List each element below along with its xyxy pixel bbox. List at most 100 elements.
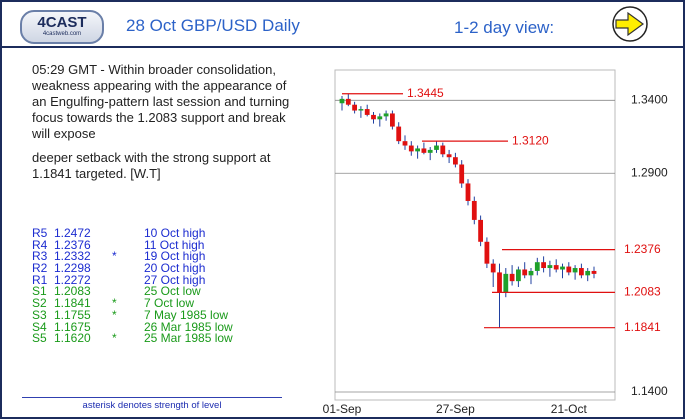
candle-body <box>566 266 572 273</box>
candle-body <box>459 164 465 184</box>
candle-body <box>572 268 578 273</box>
level-price: 1.2472 <box>54 226 91 240</box>
candle-body <box>579 268 584 276</box>
candle-body <box>497 272 502 293</box>
level-row: R2 1.2298 20 Oct high <box>32 261 292 276</box>
level-row: S4 1.1675 26 Mar 1985 low <box>32 319 292 334</box>
level-level: S1 <box>32 284 47 299</box>
level-star: * <box>112 249 117 264</box>
level-note: 7 May 1985 low <box>144 307 229 322</box>
candle-body <box>541 262 546 269</box>
level-row: S1 1.2083 25 Oct low <box>32 286 292 298</box>
commentary: 05:29 GMT - Within broader consolidation… <box>32 62 294 190</box>
candle-body <box>453 157 458 165</box>
candle-body <box>383 113 389 117</box>
level-price: 1.2272 <box>54 272 91 287</box>
paragraph: deeper setback with the strong support a… <box>32 150 271 181</box>
logo-sub: 4castweb.com <box>42 31 82 37</box>
candle-body <box>484 241 490 264</box>
candle-body <box>358 109 364 111</box>
view-label: 1-2 day view: <box>454 18 555 37</box>
candle-body <box>446 154 452 158</box>
candle-body <box>471 200 477 220</box>
level-note: 11 Oct high <box>144 237 205 252</box>
level-level: S4 <box>32 319 47 334</box>
level-price: 1.1755 <box>54 307 91 322</box>
candle-body <box>478 219 483 242</box>
level-level: S5 <box>32 331 47 346</box>
view-icon <box>612 6 648 42</box>
candle-body <box>509 273 515 282</box>
level-label: 1.2376 <box>624 242 661 256</box>
candle-body <box>415 148 420 152</box>
title: 28 Oct GBP/USD Daily <box>126 16 300 35</box>
level-note: 7 Oct low <box>144 296 195 311</box>
level-label: 1.3445 <box>407 86 444 100</box>
level-level: R2 <box>32 261 48 276</box>
x-tick-label: 01-Sep <box>323 402 362 416</box>
y-tick-label: 1.2900 <box>631 165 668 179</box>
candle-body <box>553 265 559 270</box>
candle-body <box>427 149 433 153</box>
level-level: S2 <box>32 296 47 311</box>
candle-body <box>560 266 565 270</box>
logo-text: 4CAST <box>37 14 87 31</box>
candle-body <box>440 145 446 155</box>
level-price: 1.2332 <box>54 249 91 264</box>
candle-body <box>371 114 376 120</box>
level-star: * <box>112 307 117 322</box>
level-note: 20 Oct high <box>144 261 206 276</box>
candle-body <box>503 273 509 293</box>
candle-body <box>490 263 496 273</box>
candle-body <box>339 98 345 104</box>
level-row: R4 1.2376 11 Oct high <box>32 237 292 252</box>
level-note: 19 Oct high <box>144 249 206 264</box>
plot-area <box>334 69 616 401</box>
level-note: 27 Oct high <box>144 272 206 287</box>
level-note: 25 Mar 1985 low <box>144 331 233 346</box>
x-tick-label: 27-Sep <box>436 402 475 416</box>
candle-body <box>547 265 553 269</box>
candle-body <box>402 141 408 146</box>
level-row: S2 1.1841 * 7 Oct low <box>32 296 292 311</box>
paragraph: 05:29 GMT - Within broader consolidation… <box>32 62 290 141</box>
candle-body <box>528 270 534 276</box>
x-tick-label: 21-Oct <box>551 402 588 416</box>
level-price: 1.1841 <box>54 296 91 311</box>
level-level: R3 <box>32 249 48 264</box>
level-row: R3 1.2332 * 19 Oct high <box>32 251 292 263</box>
level-price: 1.2376 <box>54 237 91 252</box>
y-tick-label: 1.1400 <box>631 384 668 398</box>
candle-body <box>377 116 383 120</box>
candle-body <box>390 113 395 127</box>
level-note: 26 Mar 1985 low <box>144 319 233 334</box>
level-label: 1.1841 <box>624 320 661 334</box>
level-row: S5 1.1620 * 25 Mar 1985 low <box>32 331 292 346</box>
candle-body <box>522 269 528 276</box>
level-price: 1.2083 <box>54 284 91 299</box>
header: 4CAST 4castweb.com 28 Oct GBP/USD Daily 1… <box>2 2 683 48</box>
level-level: R1 <box>32 272 48 287</box>
candle-body <box>516 269 521 282</box>
level-note: 25 Oct low <box>144 284 201 299</box>
level-label: 1.3120 <box>512 133 549 147</box>
candle-body <box>345 98 351 105</box>
footnote: asterisk denotes strength of level <box>22 397 282 411</box>
candle-body <box>408 145 414 152</box>
level-row: R1 1.2272 27 Oct high <box>32 272 292 287</box>
candle-body <box>534 262 540 271</box>
level-price: 1.1620 <box>54 331 91 346</box>
level-row: S3 1.1755 * 7 May 1985 low <box>32 307 292 322</box>
level-price: 1.1675 <box>54 319 91 334</box>
level-level: R5 <box>32 226 48 240</box>
level-star: * <box>112 296 117 311</box>
candle-body <box>465 183 471 201</box>
candle-body <box>591 270 597 274</box>
candle-body <box>352 104 357 111</box>
level-note: 10 Oct high <box>144 226 206 240</box>
levels-table: R5 1.2472 10 Oct high R4 1.2376 11 Oct high R3… <box>32 226 292 346</box>
level-price: 1.2298 <box>54 261 91 276</box>
level-star: * <box>112 331 117 346</box>
